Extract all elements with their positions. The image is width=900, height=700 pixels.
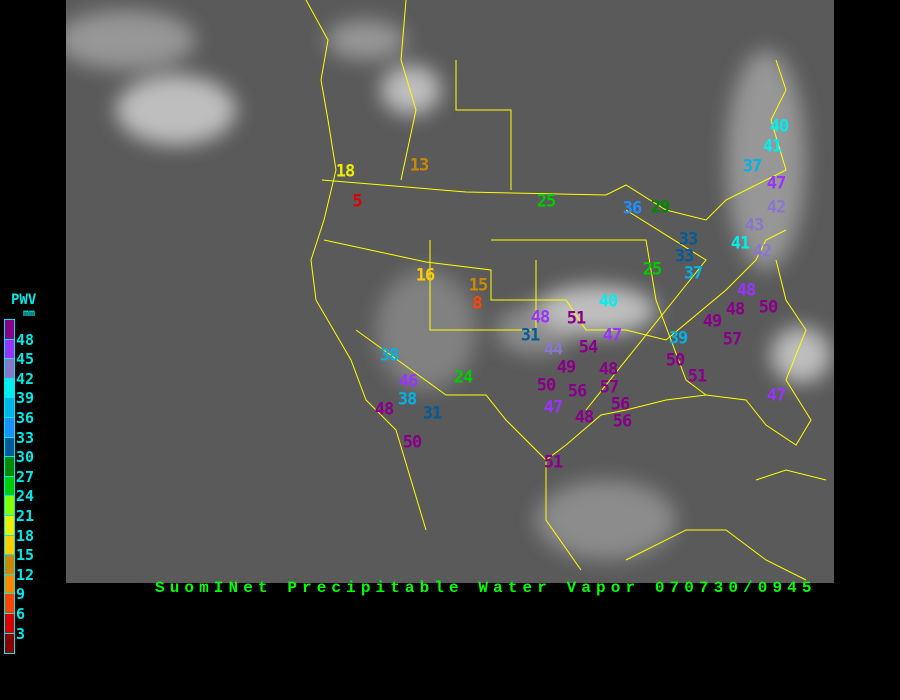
station-pwv-value: 57 xyxy=(722,329,743,350)
station-pwv-value: 37 xyxy=(683,263,704,284)
color-swatch xyxy=(5,555,14,575)
color-swatch xyxy=(5,417,14,438)
station-pwv-value: 15 xyxy=(468,275,489,296)
station-pwv-value: 33 xyxy=(678,229,699,250)
station-pwv-value: 56 xyxy=(567,381,588,402)
station-pwv-value: 16 xyxy=(415,265,436,286)
scale-label: 39 xyxy=(16,389,35,408)
scale-label: 42 xyxy=(16,369,35,388)
scale-label: 12 xyxy=(16,565,35,584)
station-pwv-value: 24 xyxy=(453,367,474,388)
station-pwv-value: 51 xyxy=(566,308,587,329)
station-pwv-value: 43 xyxy=(744,215,765,236)
station-pwv-value: 51 xyxy=(543,452,564,473)
color-scale-bar xyxy=(4,319,15,655)
station-pwv-value: 13 xyxy=(409,155,430,176)
scale-label: 18 xyxy=(16,526,35,545)
station-pwv-value: 18 xyxy=(335,161,356,182)
station-pwv-value: 47 xyxy=(602,325,623,346)
color-swatch xyxy=(5,633,14,654)
station-pwv-value: 40 xyxy=(769,116,790,137)
station-pwv-value: 38 xyxy=(379,345,400,366)
station-pwv-value: 50 xyxy=(536,375,557,396)
legend-title: PWV xyxy=(11,292,37,308)
station-pwv-value: 37 xyxy=(742,156,763,177)
station-pwv-value: 41 xyxy=(762,136,783,157)
station-pwv-value: 29 xyxy=(650,197,671,218)
scale-label: 15 xyxy=(16,546,35,565)
station-pwv-value: 38 xyxy=(397,389,418,410)
station-pwv-value: 44 xyxy=(543,339,564,360)
station-pwv-value: 48 xyxy=(574,407,595,428)
station-pwv-value: 42 xyxy=(766,197,787,218)
station-pwv-value: 48 xyxy=(374,399,395,420)
station-pwv-value: 57 xyxy=(599,377,620,398)
color-swatch xyxy=(5,476,14,497)
color-swatch xyxy=(5,339,14,360)
station-pwv-value: 36 xyxy=(622,198,643,219)
color-swatch xyxy=(5,437,14,458)
color-swatch xyxy=(5,378,14,399)
color-swatch xyxy=(5,496,14,516)
station-pwv-value: 8 xyxy=(472,293,482,314)
color-swatch xyxy=(5,457,14,477)
scale-label: 3 xyxy=(16,624,26,643)
station-pwv-value: 25 xyxy=(642,259,663,280)
station-pwv-value: 56 xyxy=(610,394,631,415)
scale-label: 27 xyxy=(16,467,35,486)
station-pwv-value: 41 xyxy=(730,233,751,254)
color-swatch xyxy=(5,594,14,614)
map-title: SuomINet Precipitable Water Vapor 070730… xyxy=(155,579,817,597)
scale-label: 9 xyxy=(16,585,26,604)
station-pwv-value: 46 xyxy=(398,371,419,392)
color-swatch xyxy=(5,320,14,340)
station-pwv-value: 5 xyxy=(352,191,362,212)
station-pwv-value: 33 xyxy=(674,246,695,267)
station-pwv-value: 40 xyxy=(598,291,619,312)
color-swatch xyxy=(5,359,14,379)
station-pwv-value: 54 xyxy=(578,337,599,358)
color-swatch xyxy=(5,574,14,595)
scale-label: 30 xyxy=(16,448,35,467)
scale-label: 36 xyxy=(16,409,35,427)
station-pwv-value: 50 xyxy=(402,432,423,453)
station-pwv-value: 47 xyxy=(766,173,787,194)
color-swatch xyxy=(5,535,14,556)
station-pwv-value: 48 xyxy=(725,299,746,320)
station-pwv-value: 25 xyxy=(536,191,557,212)
station-pwv-value: 48 xyxy=(736,280,757,301)
station-pwv-value: 50 xyxy=(758,297,779,318)
station-pwv-value: 49 xyxy=(556,357,577,378)
map-boundaries xyxy=(66,0,831,581)
station-pwv-value: 51 xyxy=(687,366,708,387)
station-pwv-value: 47 xyxy=(543,397,564,418)
color-swatch xyxy=(5,398,14,418)
scale-label: 45 xyxy=(16,350,35,369)
station-pwv-value: 31 xyxy=(422,403,443,424)
scale-label: 21 xyxy=(16,507,35,525)
station-pwv-value: 47 xyxy=(766,385,787,406)
station-pwv-value: 50 xyxy=(665,350,686,371)
satellite-map: 18 5 13 16 15 8 25 36 29 25 33 33 37 40 41 37 47 42 43 41 42… xyxy=(66,0,834,583)
station-pwv-value: 48 xyxy=(530,307,551,328)
station-pwv-value: 42 xyxy=(752,241,773,262)
scale-label: 33 xyxy=(16,428,35,447)
color-swatch xyxy=(5,515,14,536)
scale-label: 24 xyxy=(16,487,35,506)
station-pwv-value: 39 xyxy=(668,328,689,349)
color-swatch xyxy=(5,613,14,634)
station-pwv-value: 48 xyxy=(598,359,619,380)
legend-unit: mm xyxy=(23,308,36,319)
scale-label: 6 xyxy=(16,605,26,623)
station-pwv-value: 31 xyxy=(520,325,541,346)
scale-label: 48 xyxy=(16,330,35,349)
station-pwv-value: 56 xyxy=(612,411,633,432)
station-pwv-value: 49 xyxy=(702,311,723,332)
